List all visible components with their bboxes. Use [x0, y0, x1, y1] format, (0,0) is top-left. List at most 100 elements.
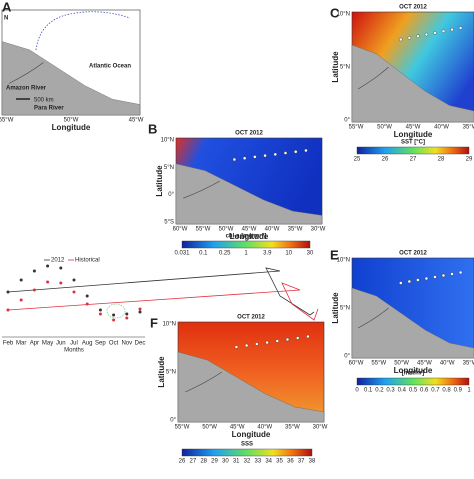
map-land — [175, 163, 323, 225]
month-label: Sep — [95, 341, 106, 347]
month-label: Oct — [109, 341, 119, 347]
lon-tick-label: 35°W — [463, 125, 474, 131]
lat-tick-label: 5°N — [340, 65, 350, 71]
colorbar-tick-label: 0.1 — [199, 251, 208, 257]
colorbar — [181, 448, 313, 457]
colorbar-tick-label: 27 — [410, 157, 417, 163]
river — [357, 66, 389, 90]
month-label: Feb — [3, 341, 14, 347]
highlight — [106, 303, 126, 319]
station — [416, 34, 420, 38]
lon-tick-label: 40°W — [265, 227, 280, 233]
river — [185, 371, 222, 393]
lon-tick-label: 50°W — [64, 118, 79, 124]
colorbar-tick-label: 30 — [222, 459, 229, 465]
panel-title: OCT 2012 — [235, 131, 263, 137]
lon-tick-label: 60°W — [349, 361, 364, 367]
trend-point — [138, 307, 142, 311]
station — [234, 345, 239, 349]
colorbar-label: chl-a [mg m⁻³] — [226, 233, 267, 240]
lat-tick-label: 5°S — [164, 220, 174, 226]
colorbar-tick-label: 25 — [354, 157, 361, 163]
station — [263, 153, 267, 158]
colorbar-label: SST [°C] — [401, 140, 425, 146]
station — [450, 272, 454, 276]
x-axis-label: Longitude — [52, 123, 91, 132]
x-axis-label: Longitude — [394, 366, 433, 375]
station — [242, 156, 247, 160]
month-label: Dec — [135, 341, 146, 347]
lat-tick-label: 0° — [344, 118, 350, 124]
trend-point — [85, 294, 89, 298]
colorbar-tick-label: 26 — [179, 459, 186, 465]
station — [424, 276, 429, 281]
station — [450, 27, 454, 32]
colorbar-tick-label: 33 — [254, 459, 261, 465]
panel-letter: A — [2, 0, 12, 14]
lon-tick-label: 55°W — [196, 227, 211, 233]
colorbar — [356, 146, 470, 155]
trend-point — [112, 318, 116, 322]
station — [441, 273, 446, 278]
lon-tick-label: 45°W — [406, 125, 421, 131]
colorbar-tick-label: 30 — [307, 251, 314, 257]
colorbar-tick-label: 31 — [233, 459, 240, 465]
colorbar-tick-label: 36 — [287, 459, 294, 465]
panel-letter: B — [148, 121, 157, 136]
panel-title: OCT 2012 — [399, 5, 427, 11]
colorbar-tick-label: 10 — [285, 251, 292, 257]
colorbar-tick-label: 32 — [244, 459, 251, 465]
station — [399, 37, 403, 42]
lon-tick-label: 45°W — [129, 118, 144, 124]
station — [441, 29, 446, 33]
lon-tick-label: 30°W — [313, 425, 328, 431]
map-label: Atlantic Ocean — [89, 64, 131, 70]
lat-tick-label: 5°N — [164, 165, 174, 171]
lon-tick-label: 40°W — [434, 125, 449, 131]
y-axis-label: Latitude — [331, 51, 340, 83]
map-label: Para River — [34, 106, 64, 112]
colorbar-tick-label: 0.9 — [454, 388, 463, 394]
lon-tick-label: 50°W — [394, 361, 409, 367]
lat-tick-label: 10°N — [337, 258, 350, 264]
station — [294, 150, 298, 154]
x-axis-label: Longitude — [394, 130, 433, 139]
station — [433, 31, 437, 35]
lat-tick-label: 10°N — [161, 138, 174, 144]
panel-title: OCT 2012 — [399, 251, 427, 257]
station — [273, 152, 277, 156]
trend-point — [98, 312, 102, 316]
station — [275, 339, 279, 343]
station — [458, 26, 463, 30]
lat-tick-label: 5°N — [340, 306, 350, 312]
map-land — [1, 41, 141, 116]
trend-point — [98, 308, 102, 312]
colorbar-tick-label: 28 — [438, 157, 445, 163]
trend-point — [125, 312, 129, 316]
legend-label: Historical — [75, 258, 100, 264]
colorbar-tick-label: 26 — [382, 157, 389, 163]
lat-tick-label: 10°N — [337, 12, 350, 18]
month-label: Jul — [70, 341, 78, 347]
lon-tick-label: 55°W — [0, 118, 14, 124]
month-label: Jun — [56, 341, 66, 347]
colorbar-tick-label: 0.3 — [386, 388, 395, 394]
month-label: Apr — [30, 341, 39, 347]
station — [407, 279, 411, 284]
trend-point — [19, 298, 23, 302]
panel-letter: F — [150, 315, 158, 330]
colorbar-label: SSS — [241, 442, 253, 448]
trend-point — [125, 316, 129, 320]
colorbar-tick-label: 34 — [265, 459, 272, 465]
lon-tick-label: 35°W — [463, 361, 474, 367]
station — [265, 340, 269, 345]
colorbar-tick-label: 0.4 — [398, 388, 407, 394]
colorbar-tick-label: 29 — [211, 459, 218, 465]
lon-tick-label: 35°W — [285, 425, 300, 431]
trend-point — [32, 288, 36, 292]
colorbar-tick-label: 0.1 — [364, 388, 373, 394]
lon-tick-label: 50°W — [377, 125, 392, 131]
colorbar-tick-label: 0.25 — [219, 251, 231, 257]
station — [253, 155, 257, 159]
